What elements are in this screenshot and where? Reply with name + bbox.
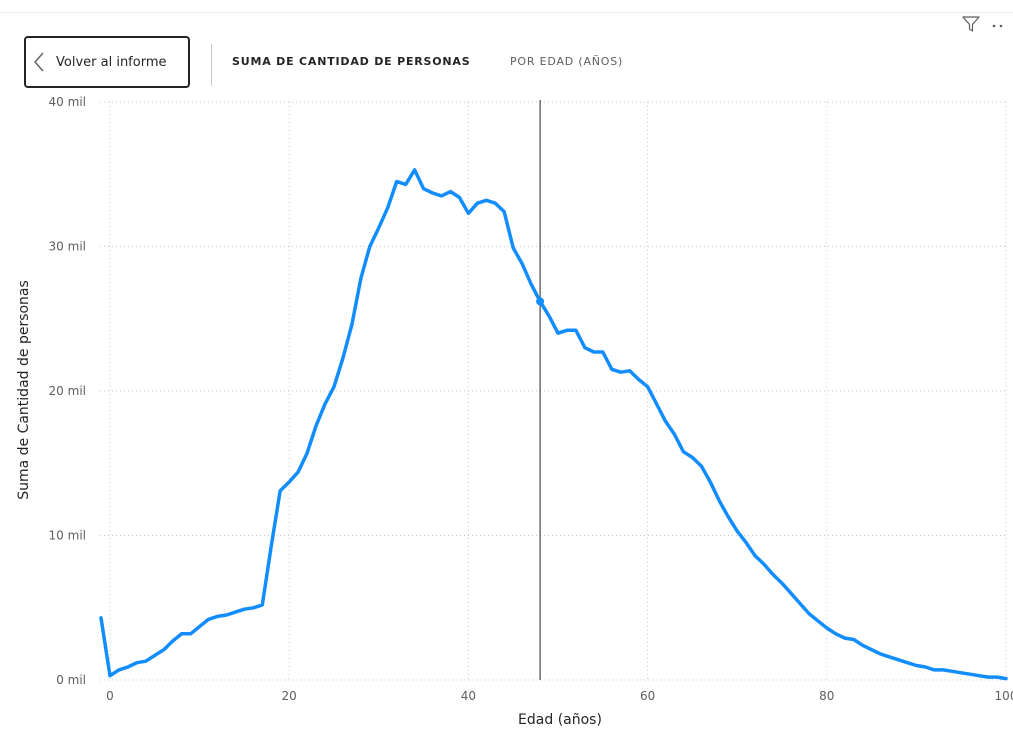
x-tick-label: 20: [282, 689, 297, 703]
x-tick-label: 80: [819, 689, 834, 703]
filter-icon[interactable]: [961, 14, 981, 34]
y-tick-label: 10 mil: [49, 529, 86, 543]
y-axis-title: Suma de Cantidad de personas: [16, 280, 32, 500]
x-tick-label: 60: [640, 689, 655, 703]
x-tick-label: 40: [461, 689, 476, 703]
series-line: [99, 168, 1008, 681]
breadcrumb-measure: SUMA DE CANTIDAD DE PERSONAS: [232, 55, 471, 68]
y-tick-label: 40 mil: [49, 95, 86, 109]
highlight-point: [536, 297, 545, 306]
more-options-icon[interactable]: [991, 14, 1005, 34]
breadcrumb-axis: POR EDAD (AÑOS): [510, 55, 624, 68]
y-tick-label: 30 mil: [49, 240, 86, 254]
y-tick-label: 20 mil: [49, 384, 86, 398]
visual-header-icons: [961, 14, 1005, 34]
back-to-report-button[interactable]: Volver al informe: [24, 36, 190, 88]
x-axis-title: Edad (años): [518, 712, 602, 728]
x-tick-label: 0: [106, 689, 114, 703]
x-tick-label: 100: [995, 689, 1013, 703]
header-divider: [0, 12, 1013, 13]
header-separator: [211, 44, 212, 86]
back-button-label: Volver al informe: [56, 54, 167, 70]
y-tick-label: 0 mil: [56, 673, 86, 687]
chevron-left-icon: [32, 51, 46, 73]
